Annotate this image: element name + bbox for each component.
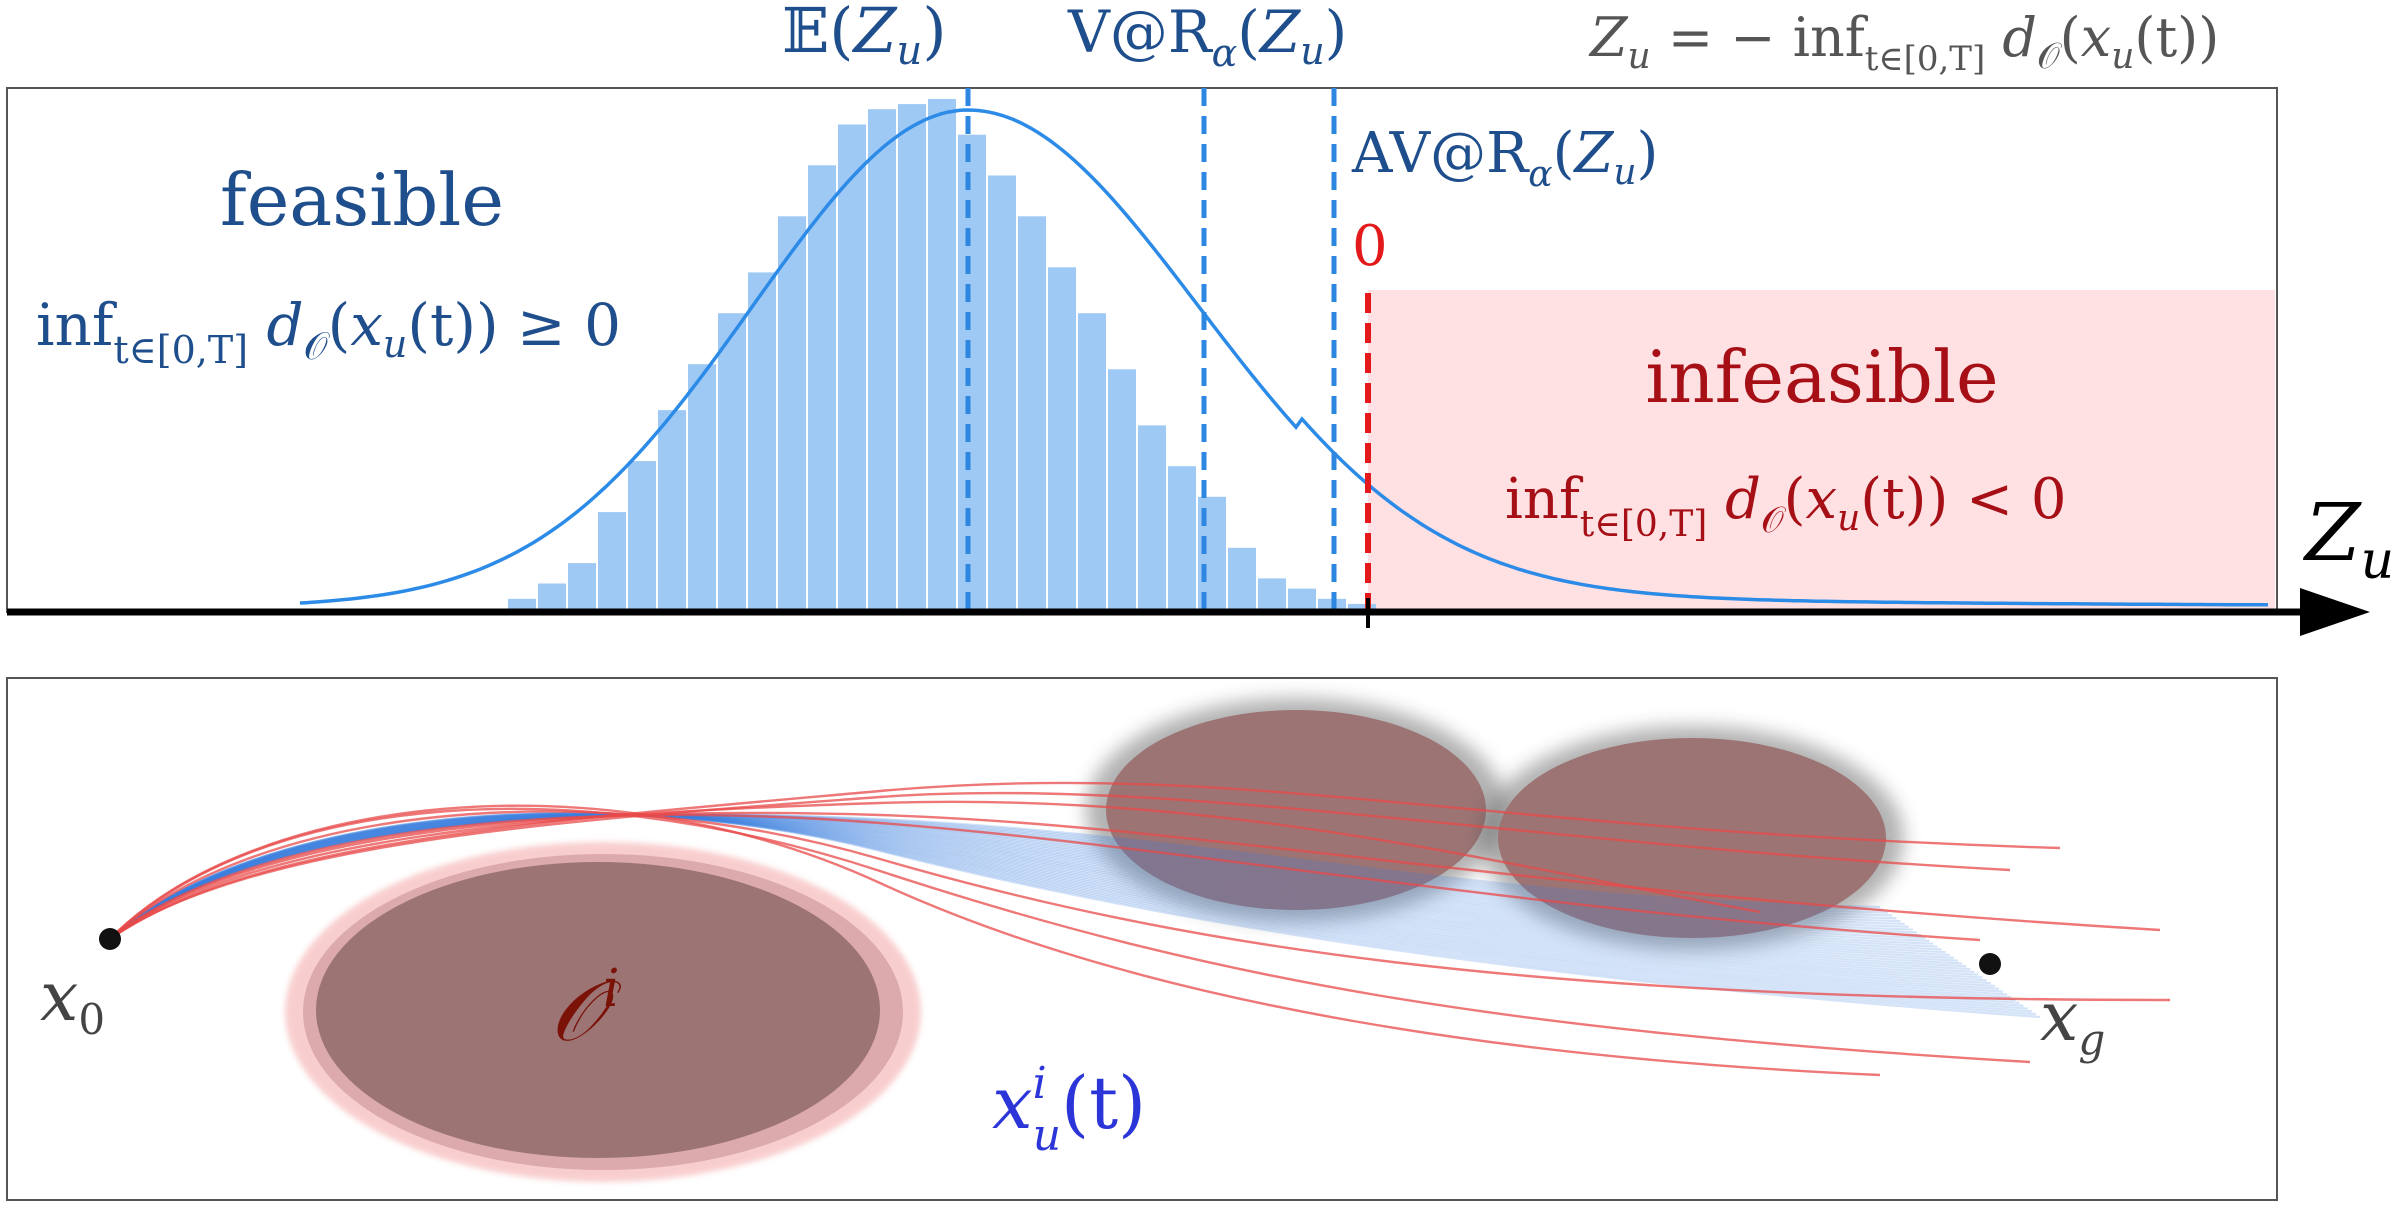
trajectory-safe [109, 814, 1946, 954]
trajectory-safe [109, 814, 1913, 940]
histogram-bar [808, 165, 836, 610]
trajectory-unsafe [109, 810, 2171, 1002]
avar-label: AV@Rα(Zu) [1351, 121, 1658, 195]
trajectory-safe [109, 812, 2028, 1010]
trajectory-safe [109, 814, 1922, 940]
trajectory-unsafe [109, 791, 2011, 940]
trajectory-safe [109, 812, 2024, 1007]
trajectory-unsafe [109, 813, 1981, 942]
histogram-bar [868, 109, 896, 609]
histogram-bar [538, 583, 566, 609]
histogram-bar [628, 461, 656, 609]
trajectory-safe [109, 812, 2032, 1013]
histogram-bars [508, 99, 1376, 610]
trajectory-safe [109, 813, 1983, 979]
histogram-bar [1288, 588, 1316, 609]
trajectory-safe [109, 812, 2016, 1002]
trajectory-safe [109, 814, 1950, 957]
trajectory-safe [109, 813, 1987, 982]
trajectory-safe [109, 814, 1917, 940]
expectation-label: 𝔼(Zu) [782, 0, 947, 74]
trajectory-safe [109, 811, 2041, 1019]
trajectory-safe [109, 814, 1934, 945]
feasible-title: feasible [220, 158, 504, 242]
goal-label: xg [2040, 978, 2105, 1064]
axis-label: Zu [2302, 486, 2394, 591]
histogram-bar [718, 313, 746, 609]
trajectory-safe [109, 813, 1979, 976]
trajectory-safe [109, 813, 1975, 973]
trajectory-unsafe [109, 811, 2161, 940]
histogram-bar [1108, 369, 1136, 609]
trajectories-unsafe [109, 781, 2171, 1077]
trajectory-safe [109, 814, 1954, 959]
density-curve [299, 108, 2268, 607]
zu-definition: Zu = − inft∈[0,T] d𝒪(xu(t)) [1588, 6, 2219, 79]
histogram-bar [748, 272, 776, 609]
trajectory-unsafe [109, 781, 2061, 940]
trajectory-safe [109, 813, 1991, 985]
obstacle-upper-right [1480, 726, 1904, 950]
trajectory-safe [109, 813, 2008, 996]
histogram-bar [1258, 578, 1286, 609]
trajectory-safe [109, 812, 2020, 1004]
histogram-bar [838, 124, 866, 609]
histogram-bar [1018, 216, 1046, 610]
trajectory-safe [109, 813, 1893, 940]
infeasible-condition: inft∈[0,T] d𝒪(xu(t)) < 0 [1505, 467, 2066, 545]
feasible-condition: inft∈[0,T] d𝒪(xu(t)) ≥ 0 [36, 291, 621, 372]
trajectory-safe [109, 814, 1963, 965]
histogram-bar [778, 216, 806, 610]
histogram-bar [1078, 313, 1106, 609]
trajectory-safe [109, 813, 1995, 988]
trajectory-safe [109, 813, 1967, 968]
trajectory-safe [109, 814, 1942, 951]
trajectory-safe [109, 814, 1938, 948]
histogram-bar [688, 364, 716, 609]
infeasible-region [1368, 290, 2275, 612]
trajectory-label: xi u(t) [992, 1058, 1146, 1161]
start-label: x0 [40, 958, 105, 1044]
histogram-bar [928, 99, 956, 609]
histogram-bar [898, 104, 926, 609]
trajectory-safe [109, 814, 1909, 940]
trajectory-unsafe [109, 800, 1761, 940]
trajectory-safe [109, 813, 2000, 990]
zero-label: 0 [1352, 214, 1388, 279]
trajectory-safe [109, 813, 2004, 993]
histogram-bar [658, 410, 686, 609]
histogram-bar [508, 598, 536, 609]
trajectory-safe [109, 812, 2012, 999]
trajectories-safe [109, 811, 2041, 1019]
histogram-bar [1168, 466, 1196, 609]
obstacle-main [285, 842, 921, 1182]
goal-point [1979, 953, 2001, 975]
trajectory-safe [109, 814, 1930, 942]
histogram-bar [598, 512, 626, 609]
z-axis-arrowhead [2300, 588, 2370, 636]
histogram-bar [1228, 547, 1256, 609]
histogram-bar [1348, 603, 1376, 609]
var-label: V@Rα(Zu) [1067, 0, 1347, 75]
trajectory-safe [109, 812, 2036, 1016]
infeasible-title: infeasible [1645, 335, 1998, 419]
start-point [99, 928, 121, 950]
histogram-bar [958, 134, 986, 609]
histogram-bar [988, 175, 1016, 609]
trajectory-safe [109, 814, 1926, 940]
trajectory-safe [109, 813, 1971, 971]
histogram-bar [1138, 425, 1166, 609]
trajectory-unsafe [109, 807, 2031, 1064]
trajectory-safe [109, 814, 1959, 962]
histogram-bar [1048, 267, 1076, 609]
trajectory-unsafe [109, 804, 1881, 1077]
histogram-bar [568, 563, 596, 609]
